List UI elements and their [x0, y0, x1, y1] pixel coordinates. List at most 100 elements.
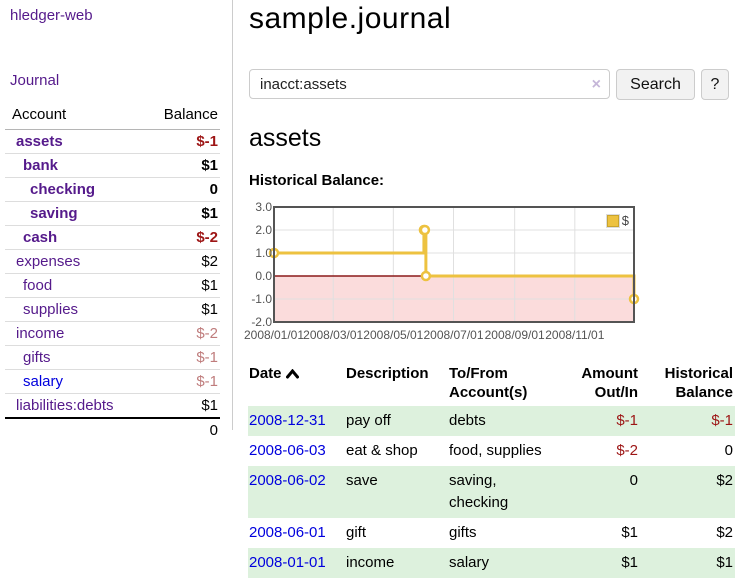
- account-cell: gifts: [5, 345, 142, 370]
- register-header-row: Date Description To/From Account(s) Amou…: [248, 362, 735, 406]
- sidebar-account-balance: $2: [141, 249, 220, 274]
- register-table: Date Description To/From Account(s) Amou…: [248, 362, 735, 578]
- sidebar-account-balance: $-1: [141, 345, 220, 370]
- sidebar-account-balance: $-1: [141, 369, 220, 394]
- account-row: expenses $2: [5, 249, 220, 274]
- sidebar-account-link[interactable]: cash: [23, 229, 58, 246]
- search-button[interactable]: Search: [616, 69, 695, 100]
- transaction-description-cell: save: [346, 472, 378, 489]
- sidebar-account-link[interactable]: bank: [23, 157, 59, 174]
- transaction-row: 2008-06-01 gift gifts $1 $2: [248, 518, 735, 548]
- clear-search-icon[interactable]: ×: [591, 76, 601, 93]
- sidebar-account-link[interactable]: salary: [23, 373, 64, 390]
- transaction-accounts-cell: saving, checking: [449, 472, 509, 511]
- account-cell: expenses: [5, 249, 142, 274]
- sidebar-account-balance: $1: [141, 393, 220, 419]
- sidebar-account-balance: $1: [141, 153, 220, 178]
- transaction-balance-cell: 0: [724, 442, 733, 459]
- header-date[interactable]: Date: [248, 362, 345, 406]
- nav-journal-link[interactable]: Journal: [10, 72, 60, 89]
- sidebar: hledger-web Journal Account Balance asse…: [0, 0, 233, 442]
- account-cell: bank: [5, 153, 142, 178]
- sidebar-account-balance: 0: [141, 177, 220, 202]
- transaction-amount-cell: $1: [621, 524, 638, 541]
- transaction-date-link[interactable]: 2008-06-03: [249, 442, 326, 459]
- sort-ascending-icon: [285, 368, 299, 379]
- transaction-date-cell: 2008-06-03: [248, 436, 345, 466]
- sidebar-account-link[interactable]: checking: [30, 181, 96, 198]
- account-cell: supplies: [5, 297, 142, 322]
- page-title: sample.journal: [249, 2, 452, 35]
- transaction-date-link[interactable]: 2008-06-01: [249, 524, 326, 541]
- transaction-accounts-cell: gifts: [449, 524, 477, 541]
- help-button[interactable]: ?: [701, 69, 729, 100]
- account-cell: liabilities:debts: [5, 393, 142, 419]
- account-row: saving $1: [5, 201, 220, 226]
- historical-balance-chart: $ 3.0 2.0 1.0 0.0 -1.0 -2.0 2008/01/01 2008/03/…: [244, 200, 735, 347]
- transaction-row: 2008-01-01 income salary $1 $1: [248, 548, 735, 578]
- sidebar-account-link[interactable]: saving: [30, 205, 78, 222]
- transaction-balance-cell: $-1: [711, 412, 733, 429]
- transaction-description-cell: income: [346, 554, 395, 571]
- transaction-row: 2008-12-31 pay off debts $-1 $-1: [248, 406, 735, 436]
- accounts-table: Account Balance assets $-1 bank $1 checking 0…: [5, 102, 220, 442]
- transaction-amount-cell: $-1: [616, 412, 638, 429]
- account-cell: assets: [5, 129, 142, 154]
- account-row: salary $-1: [5, 369, 220, 394]
- sidebar-account-link[interactable]: supplies: [23, 301, 79, 318]
- account-cell: salary: [5, 369, 142, 394]
- accounts-header-row: Account Balance: [5, 102, 220, 130]
- chart-plot-area: $: [268, 206, 640, 323]
- accounts-header-account: Account: [5, 102, 142, 130]
- transaction-date-link[interactable]: 2008-01-01: [249, 554, 326, 571]
- sidebar-account-link[interactable]: income: [16, 325, 65, 342]
- sidebar-account-balance: $1: [141, 273, 220, 298]
- sidebar-account-link[interactable]: expenses: [16, 253, 81, 270]
- x-axis-tick-label: 2008/01/01: [243, 328, 305, 342]
- app-title-link[interactable]: hledger-web: [10, 7, 93, 24]
- account-cell: food: [5, 273, 142, 298]
- y-axis-tick-label: -2.0: [251, 315, 272, 329]
- sidebar-account-balance: $1: [141, 201, 220, 226]
- transaction-date-cell: 2008-06-01: [248, 518, 345, 548]
- sidebar-account-balance: $-2: [141, 225, 220, 250]
- account-row: bank $1: [5, 153, 220, 178]
- series-label: $: [621, 213, 629, 228]
- sidebar-account-link[interactable]: liabilities:debts: [16, 397, 114, 414]
- sidebar-account-link[interactable]: assets: [16, 133, 63, 150]
- sidebar-account-link[interactable]: food: [23, 277, 53, 294]
- chart-canvas: [268, 206, 640, 323]
- search-box: ×: [249, 69, 610, 99]
- search-input[interactable]: [250, 70, 609, 98]
- account-row: income $-2: [5, 321, 220, 346]
- account-row: supplies $1: [5, 297, 220, 322]
- transaction-balance-cell: $1: [716, 554, 733, 571]
- sidebar-account-balance: $1: [141, 297, 220, 322]
- account-row: gifts $-1: [5, 345, 220, 370]
- y-axis-tick-label: 1.0: [255, 246, 272, 260]
- transaction-description-cell: eat & shop: [346, 442, 418, 459]
- account-cell: cash: [5, 225, 142, 250]
- chart-legend: $: [604, 212, 631, 229]
- transaction-balance-cell: $2: [716, 472, 733, 489]
- account-cell: saving: [5, 201, 142, 226]
- transaction-accounts-cell: food, supplies: [449, 442, 542, 459]
- accounts-total-spacer: [5, 417, 142, 442]
- x-axis-tick-label: 2008/05/01: [363, 328, 424, 342]
- transaction-date-link[interactable]: 2008-06-02: [249, 472, 326, 489]
- sidebar-account-balance: $-2: [141, 321, 220, 346]
- sidebar-account-link[interactable]: gifts: [23, 349, 51, 366]
- series-swatch-icon: [605, 213, 620, 228]
- y-axis-tick-label: 3.0: [255, 200, 272, 214]
- transaction-amount-cell: 0: [629, 472, 638, 489]
- accounts-total-row: 0: [5, 417, 220, 442]
- chart-title: Historical Balance:: [249, 172, 385, 189]
- transaction-description-cell: pay off: [346, 412, 391, 429]
- accounts-total-value: 0: [141, 417, 220, 442]
- transaction-date-link[interactable]: 2008-12-31: [249, 412, 326, 429]
- header-balance: Historical Balance: [664, 365, 733, 401]
- transaction-accounts-cell: debts: [449, 412, 486, 429]
- sidebar-account-balance: $-1: [141, 129, 220, 154]
- account-row: assets $-1: [5, 129, 220, 154]
